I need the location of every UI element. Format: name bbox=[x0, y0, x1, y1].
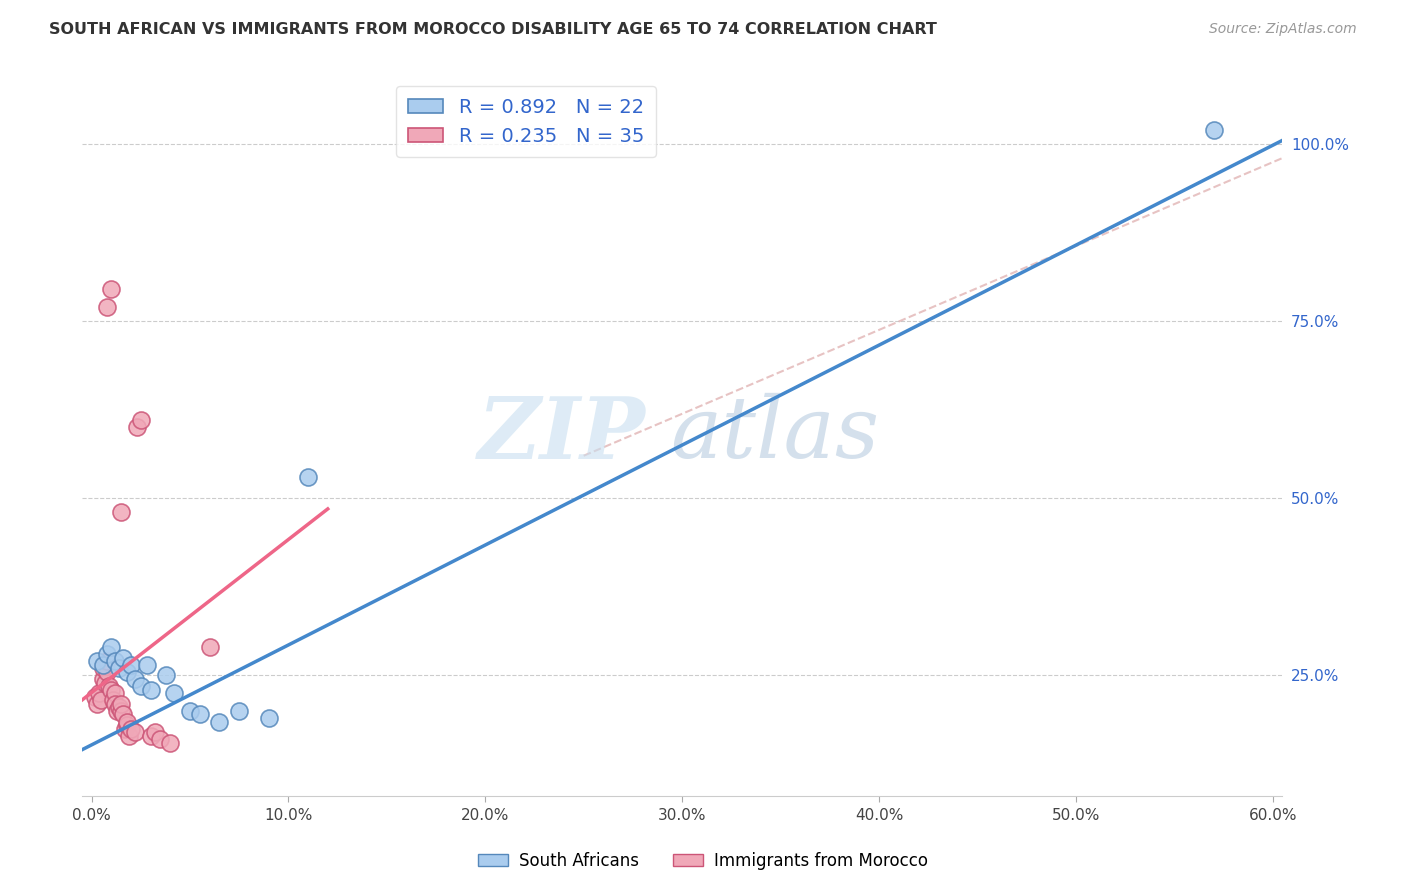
Point bbox=[114, 722, 136, 736]
Point bbox=[115, 665, 138, 679]
Point bbox=[124, 672, 146, 686]
Point bbox=[115, 718, 138, 732]
Point bbox=[179, 704, 201, 718]
Point bbox=[108, 661, 131, 675]
Point bbox=[105, 704, 128, 718]
Point bbox=[86, 697, 108, 711]
Point bbox=[124, 725, 146, 739]
Point bbox=[1202, 122, 1225, 136]
Point bbox=[208, 714, 231, 729]
Point bbox=[188, 707, 211, 722]
Point bbox=[100, 682, 122, 697]
Point bbox=[118, 729, 141, 743]
Point bbox=[84, 690, 107, 704]
Point bbox=[120, 722, 142, 736]
Point bbox=[104, 686, 127, 700]
Point bbox=[91, 661, 114, 675]
Point bbox=[139, 729, 162, 743]
Point bbox=[228, 704, 250, 718]
Point bbox=[91, 672, 114, 686]
Point bbox=[108, 700, 131, 714]
Point bbox=[198, 640, 221, 654]
Point bbox=[104, 697, 127, 711]
Point bbox=[129, 679, 152, 693]
Point bbox=[139, 682, 162, 697]
Point bbox=[297, 470, 319, 484]
Point bbox=[91, 657, 114, 672]
Point bbox=[110, 505, 132, 519]
Point bbox=[159, 736, 181, 750]
Legend: South Africans, Immigrants from Morocco: South Africans, Immigrants from Morocco bbox=[471, 846, 935, 877]
Point bbox=[86, 654, 108, 668]
Point bbox=[110, 704, 132, 718]
Point bbox=[100, 640, 122, 654]
Point bbox=[115, 714, 138, 729]
Legend: R = 0.892   N = 22, R = 0.235   N = 35: R = 0.892 N = 22, R = 0.235 N = 35 bbox=[396, 87, 655, 157]
Point bbox=[110, 697, 132, 711]
Text: SOUTH AFRICAN VS IMMIGRANTS FROM MOROCCO DISABILITY AGE 65 TO 74 CORRELATION CHA: SOUTH AFRICAN VS IMMIGRANTS FROM MOROCCO… bbox=[49, 22, 936, 37]
Point bbox=[90, 693, 112, 707]
Point bbox=[111, 650, 134, 665]
Point bbox=[96, 300, 118, 314]
Point bbox=[96, 654, 118, 668]
Point bbox=[94, 675, 117, 690]
Point bbox=[96, 665, 118, 679]
Text: ZIP: ZIP bbox=[478, 392, 647, 476]
Point bbox=[89, 686, 111, 700]
Point bbox=[111, 707, 134, 722]
Point bbox=[98, 679, 121, 693]
Point bbox=[104, 654, 127, 668]
Point bbox=[163, 686, 186, 700]
Point bbox=[120, 657, 142, 672]
Text: Source: ZipAtlas.com: Source: ZipAtlas.com bbox=[1209, 22, 1357, 37]
Point bbox=[149, 732, 172, 747]
Point bbox=[96, 647, 118, 661]
Point bbox=[101, 693, 124, 707]
Point bbox=[125, 420, 148, 434]
Point bbox=[129, 413, 152, 427]
Point bbox=[100, 282, 122, 296]
Text: atlas: atlas bbox=[671, 393, 879, 475]
Point bbox=[135, 657, 157, 672]
Point bbox=[143, 725, 166, 739]
Point bbox=[155, 668, 177, 682]
Point bbox=[257, 711, 280, 725]
